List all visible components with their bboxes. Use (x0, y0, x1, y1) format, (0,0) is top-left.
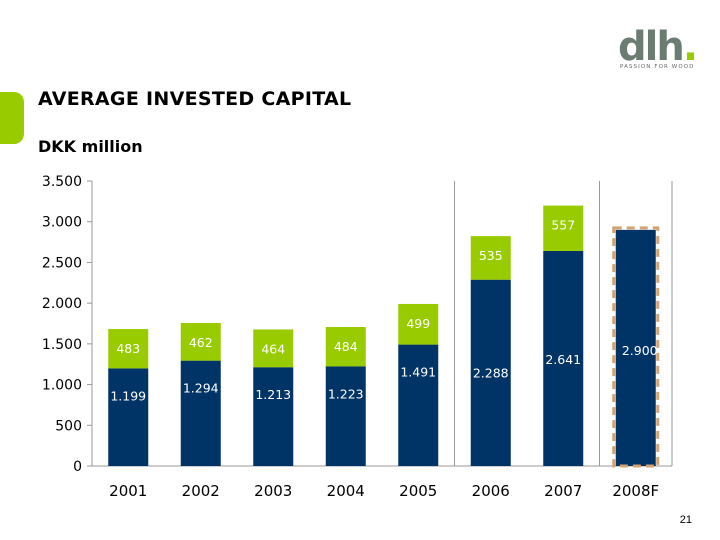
bar-label-additional: 499 (406, 316, 430, 331)
bar-label-base: 1.491 (400, 365, 436, 380)
bar-label-base: 2.641 (545, 352, 581, 367)
bar-base (543, 250, 584, 466)
y-tick-label: 3.000 (42, 215, 82, 231)
bar-label-additional: 483 (116, 341, 140, 356)
y-tick-label: 1.000 (42, 378, 82, 394)
bar-base (398, 344, 439, 466)
x-tick-label: 2003 (254, 482, 292, 500)
bar-label-base: 2.288 (473, 366, 509, 381)
logo-tagline: PASSION FOR WOOD (620, 64, 695, 70)
slide-title: AVERAGE INVESTED CAPITAL (38, 88, 352, 110)
bar-base (253, 367, 294, 466)
y-tick-label: 500 (55, 418, 82, 434)
y-tick-label: 2.500 (42, 255, 82, 271)
page-number: 21 (679, 514, 692, 526)
dlh-logo: dlh. PASSION FOR WOOD (618, 24, 698, 74)
x-tick-label: 2002 (182, 482, 220, 500)
slide-subtitle: DKK million (38, 137, 143, 156)
bar-label-base: 1.213 (255, 387, 291, 402)
x-tick-label: 2006 (472, 482, 510, 500)
bar-base (325, 366, 366, 466)
bar-label-additional: 557 (551, 218, 575, 233)
bar-additional (470, 236, 511, 280)
bar-label-additional: 462 (189, 335, 213, 350)
bar-base (180, 360, 221, 466)
bar-additional (398, 303, 439, 345)
y-tick-label: 0 (73, 459, 82, 475)
bar-label-additional: 535 (479, 248, 503, 263)
x-tick-label: 2004 (327, 482, 365, 500)
logo-text: dlh (618, 24, 685, 70)
x-tick-label: 2007 (544, 482, 582, 500)
bar-additional (180, 323, 221, 361)
forecast-outline (612, 226, 660, 468)
bar-base (470, 279, 511, 466)
x-tick-label: 2005 (399, 482, 437, 500)
accent-tab (0, 92, 24, 144)
y-tick-label: 1.500 (42, 337, 82, 353)
y-tick-label: 2.000 (42, 296, 82, 312)
x-tick-label: 2001 (109, 482, 147, 500)
logo-dot: . (682, 24, 699, 70)
bar-label-additional: 484 (334, 339, 358, 354)
bar-additional (543, 205, 584, 251)
bar-base (108, 368, 149, 466)
bar-additional (253, 329, 294, 368)
y-tick-label: 3.500 (42, 174, 82, 190)
bar-label-base: 2.900 (622, 343, 658, 358)
bar-label-base: 1.223 (328, 386, 364, 401)
bar-additional (325, 327, 366, 367)
bar-label-base: 1.199 (110, 388, 146, 403)
bar-additional (108, 329, 149, 369)
bar-label-base: 1.294 (183, 381, 219, 396)
bar-label-additional: 464 (261, 341, 285, 356)
x-tick-label: 2008F (612, 482, 659, 500)
bar-base (615, 229, 656, 466)
